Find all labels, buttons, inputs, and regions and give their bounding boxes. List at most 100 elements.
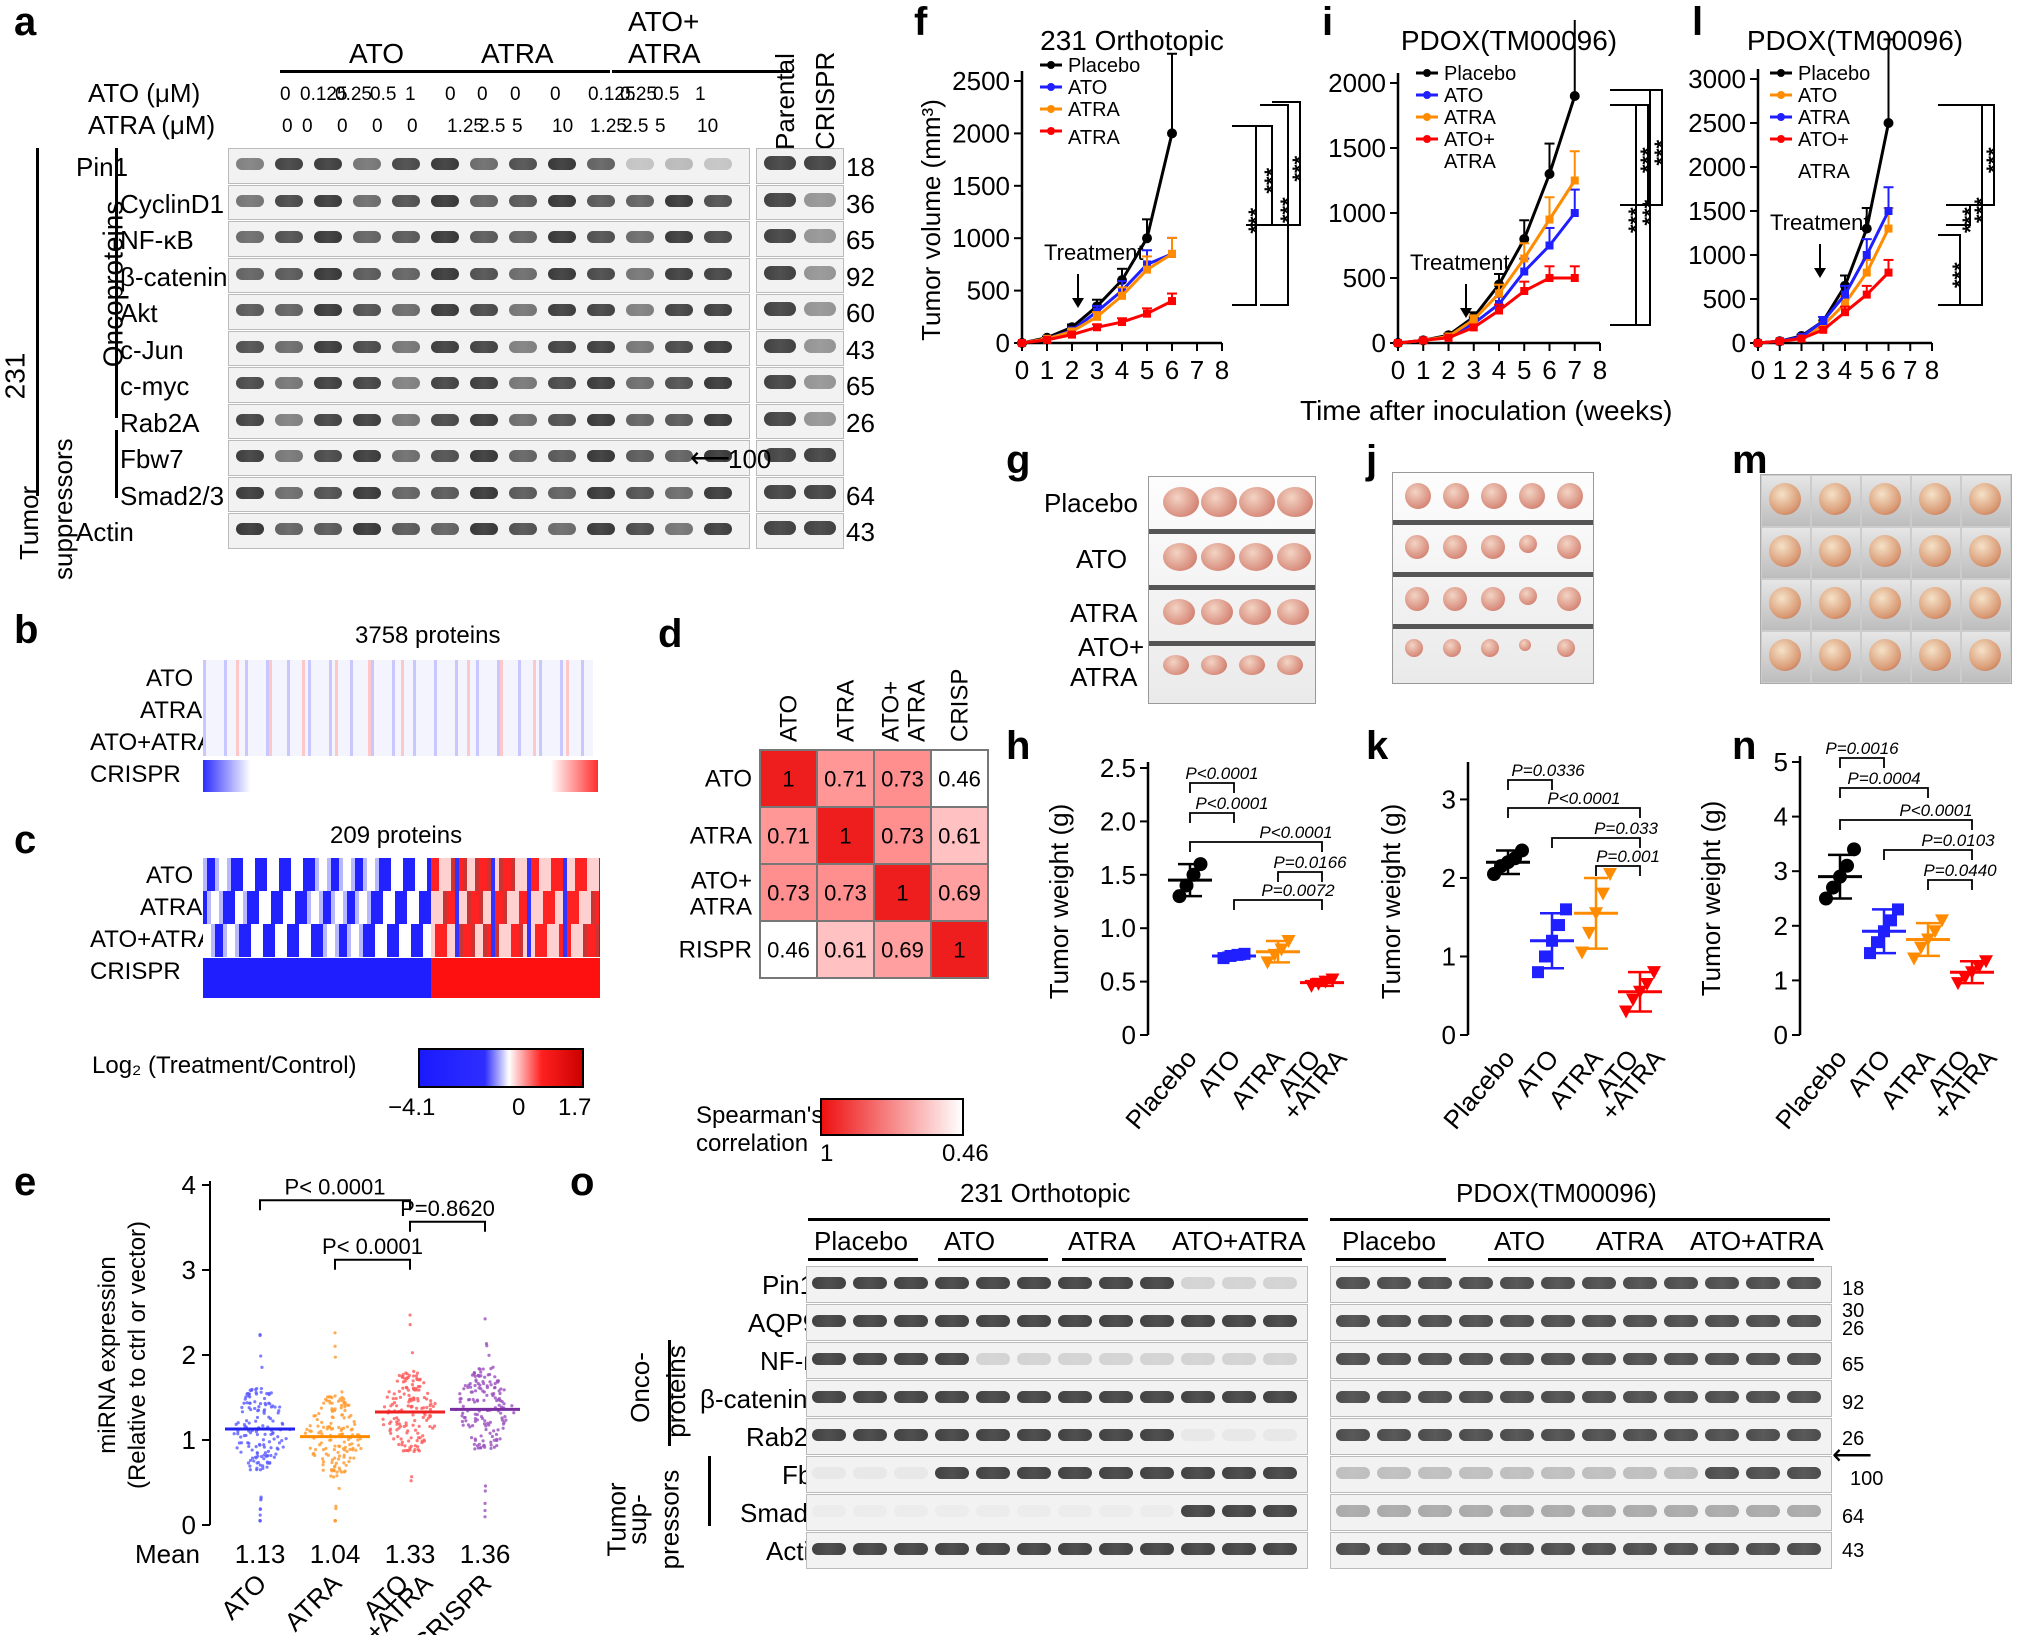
ytick-label: 4 [1774, 802, 1788, 832]
e-point [413, 1448, 417, 1452]
e-point [490, 1434, 494, 1439]
b-cell [206, 660, 209, 692]
e-point [407, 1439, 411, 1443]
e-point [483, 1515, 487, 1519]
b-cell [299, 724, 302, 756]
chart-title: PDOX(TM00096) [1747, 25, 1963, 56]
e-p3-label: P=0.8620 [400, 1196, 495, 1221]
point [1394, 339, 1402, 347]
a-band-r-2-0 [764, 229, 796, 243]
o-ts-3: pressors [654, 1469, 685, 1570]
b-cell [203, 660, 206, 692]
c-cell [383, 924, 387, 957]
j-tumor [1481, 639, 1499, 657]
o-band-r-1-11 [1787, 1315, 1821, 1327]
b-cell [500, 724, 503, 756]
e-ytick-label: 3 [182, 1255, 196, 1285]
e-point [499, 1411, 503, 1415]
b-cell [491, 660, 494, 692]
c-cell [383, 858, 387, 891]
b-cell [248, 660, 251, 692]
b-cell [410, 660, 413, 692]
sig-stars: *** [1948, 262, 1973, 288]
e-point [337, 1486, 341, 1491]
b-cell [362, 724, 365, 756]
c-cell [315, 924, 319, 957]
d-cell-value: 0.46 [938, 767, 981, 792]
o-band-r-3-9 [1705, 1391, 1739, 1403]
o-band-l-2-1 [853, 1353, 887, 1365]
e-point [494, 1432, 499, 1437]
a-band-10-0 [236, 523, 264, 535]
c-cell [579, 924, 583, 957]
b-cell [218, 724, 221, 756]
e-point [332, 1475, 336, 1479]
d-legend-title-2: correlation [696, 1130, 809, 1157]
ato-conc-0: 0 [280, 84, 291, 105]
e-point [496, 1428, 500, 1432]
e-point [414, 1406, 419, 1410]
b-cell [266, 724, 269, 756]
m-tumor [1969, 535, 2001, 567]
e-point [411, 1386, 415, 1390]
b-cell [509, 660, 512, 692]
o-mw-6: 100 [1850, 1468, 1884, 1490]
chart-title: PDOX(TM00096) [1401, 25, 1617, 56]
a-band-2-0 [236, 231, 264, 243]
o-band-r-7-7 [1623, 1543, 1657, 1555]
b-cell [395, 660, 398, 692]
c-cell [447, 924, 451, 957]
a-band-8-6 [470, 450, 498, 462]
b-cell [338, 660, 341, 692]
e-point [428, 1414, 433, 1418]
b-cell [239, 660, 242, 692]
xlabel-0: Placebo [1437, 1044, 1520, 1135]
j-tumor [1557, 639, 1575, 657]
panel-label-b: b [14, 608, 39, 652]
a-row-6: c-myc [120, 371, 190, 401]
e-point [407, 1400, 411, 1404]
c-cell [247, 924, 251, 957]
group-ato-line [280, 70, 450, 73]
a-band-4-4 [392, 304, 420, 316]
c-cell [543, 924, 547, 957]
o-band-l-4-0 [812, 1429, 846, 1441]
b-cell [314, 692, 317, 724]
b-cell [491, 692, 494, 724]
e-point [334, 1504, 338, 1508]
o-left-group-line-2 [1062, 1258, 1172, 1261]
o-band-r-3-0 [1336, 1391, 1370, 1403]
b-cell [272, 660, 275, 692]
e-point [244, 1419, 249, 1423]
point [1892, 903, 1904, 916]
point [1958, 971, 1972, 985]
e-point [391, 1396, 395, 1401]
b-cell [296, 660, 299, 692]
b-row-2: ATO+ATRA [90, 729, 214, 756]
c-cell [351, 924, 355, 957]
o-left-group-line-0 [808, 1258, 918, 1261]
c-cell [215, 858, 219, 891]
c-cell [419, 924, 423, 957]
ytick-label: 0 [1774, 1020, 1788, 1050]
e-point [259, 1454, 264, 1459]
b-cell [455, 724, 458, 756]
e-point [417, 1449, 421, 1453]
e-point [403, 1444, 407, 1448]
c-cell [503, 924, 507, 957]
g-divider [1149, 641, 1315, 646]
e-point [458, 1392, 462, 1396]
e-point [281, 1445, 285, 1449]
e-point [407, 1373, 411, 1378]
e-point [392, 1437, 396, 1441]
b-cell [452, 692, 455, 724]
a-band-r-5-0 [764, 338, 796, 353]
legend-0: Placebo [1444, 63, 1516, 85]
e-point [266, 1461, 270, 1465]
ytick-label: 1 [1774, 965, 1788, 995]
c-cell [507, 891, 511, 924]
c-cell [371, 924, 375, 957]
b-cell [473, 724, 476, 756]
b-cell [248, 692, 251, 724]
c-cell [207, 891, 211, 924]
